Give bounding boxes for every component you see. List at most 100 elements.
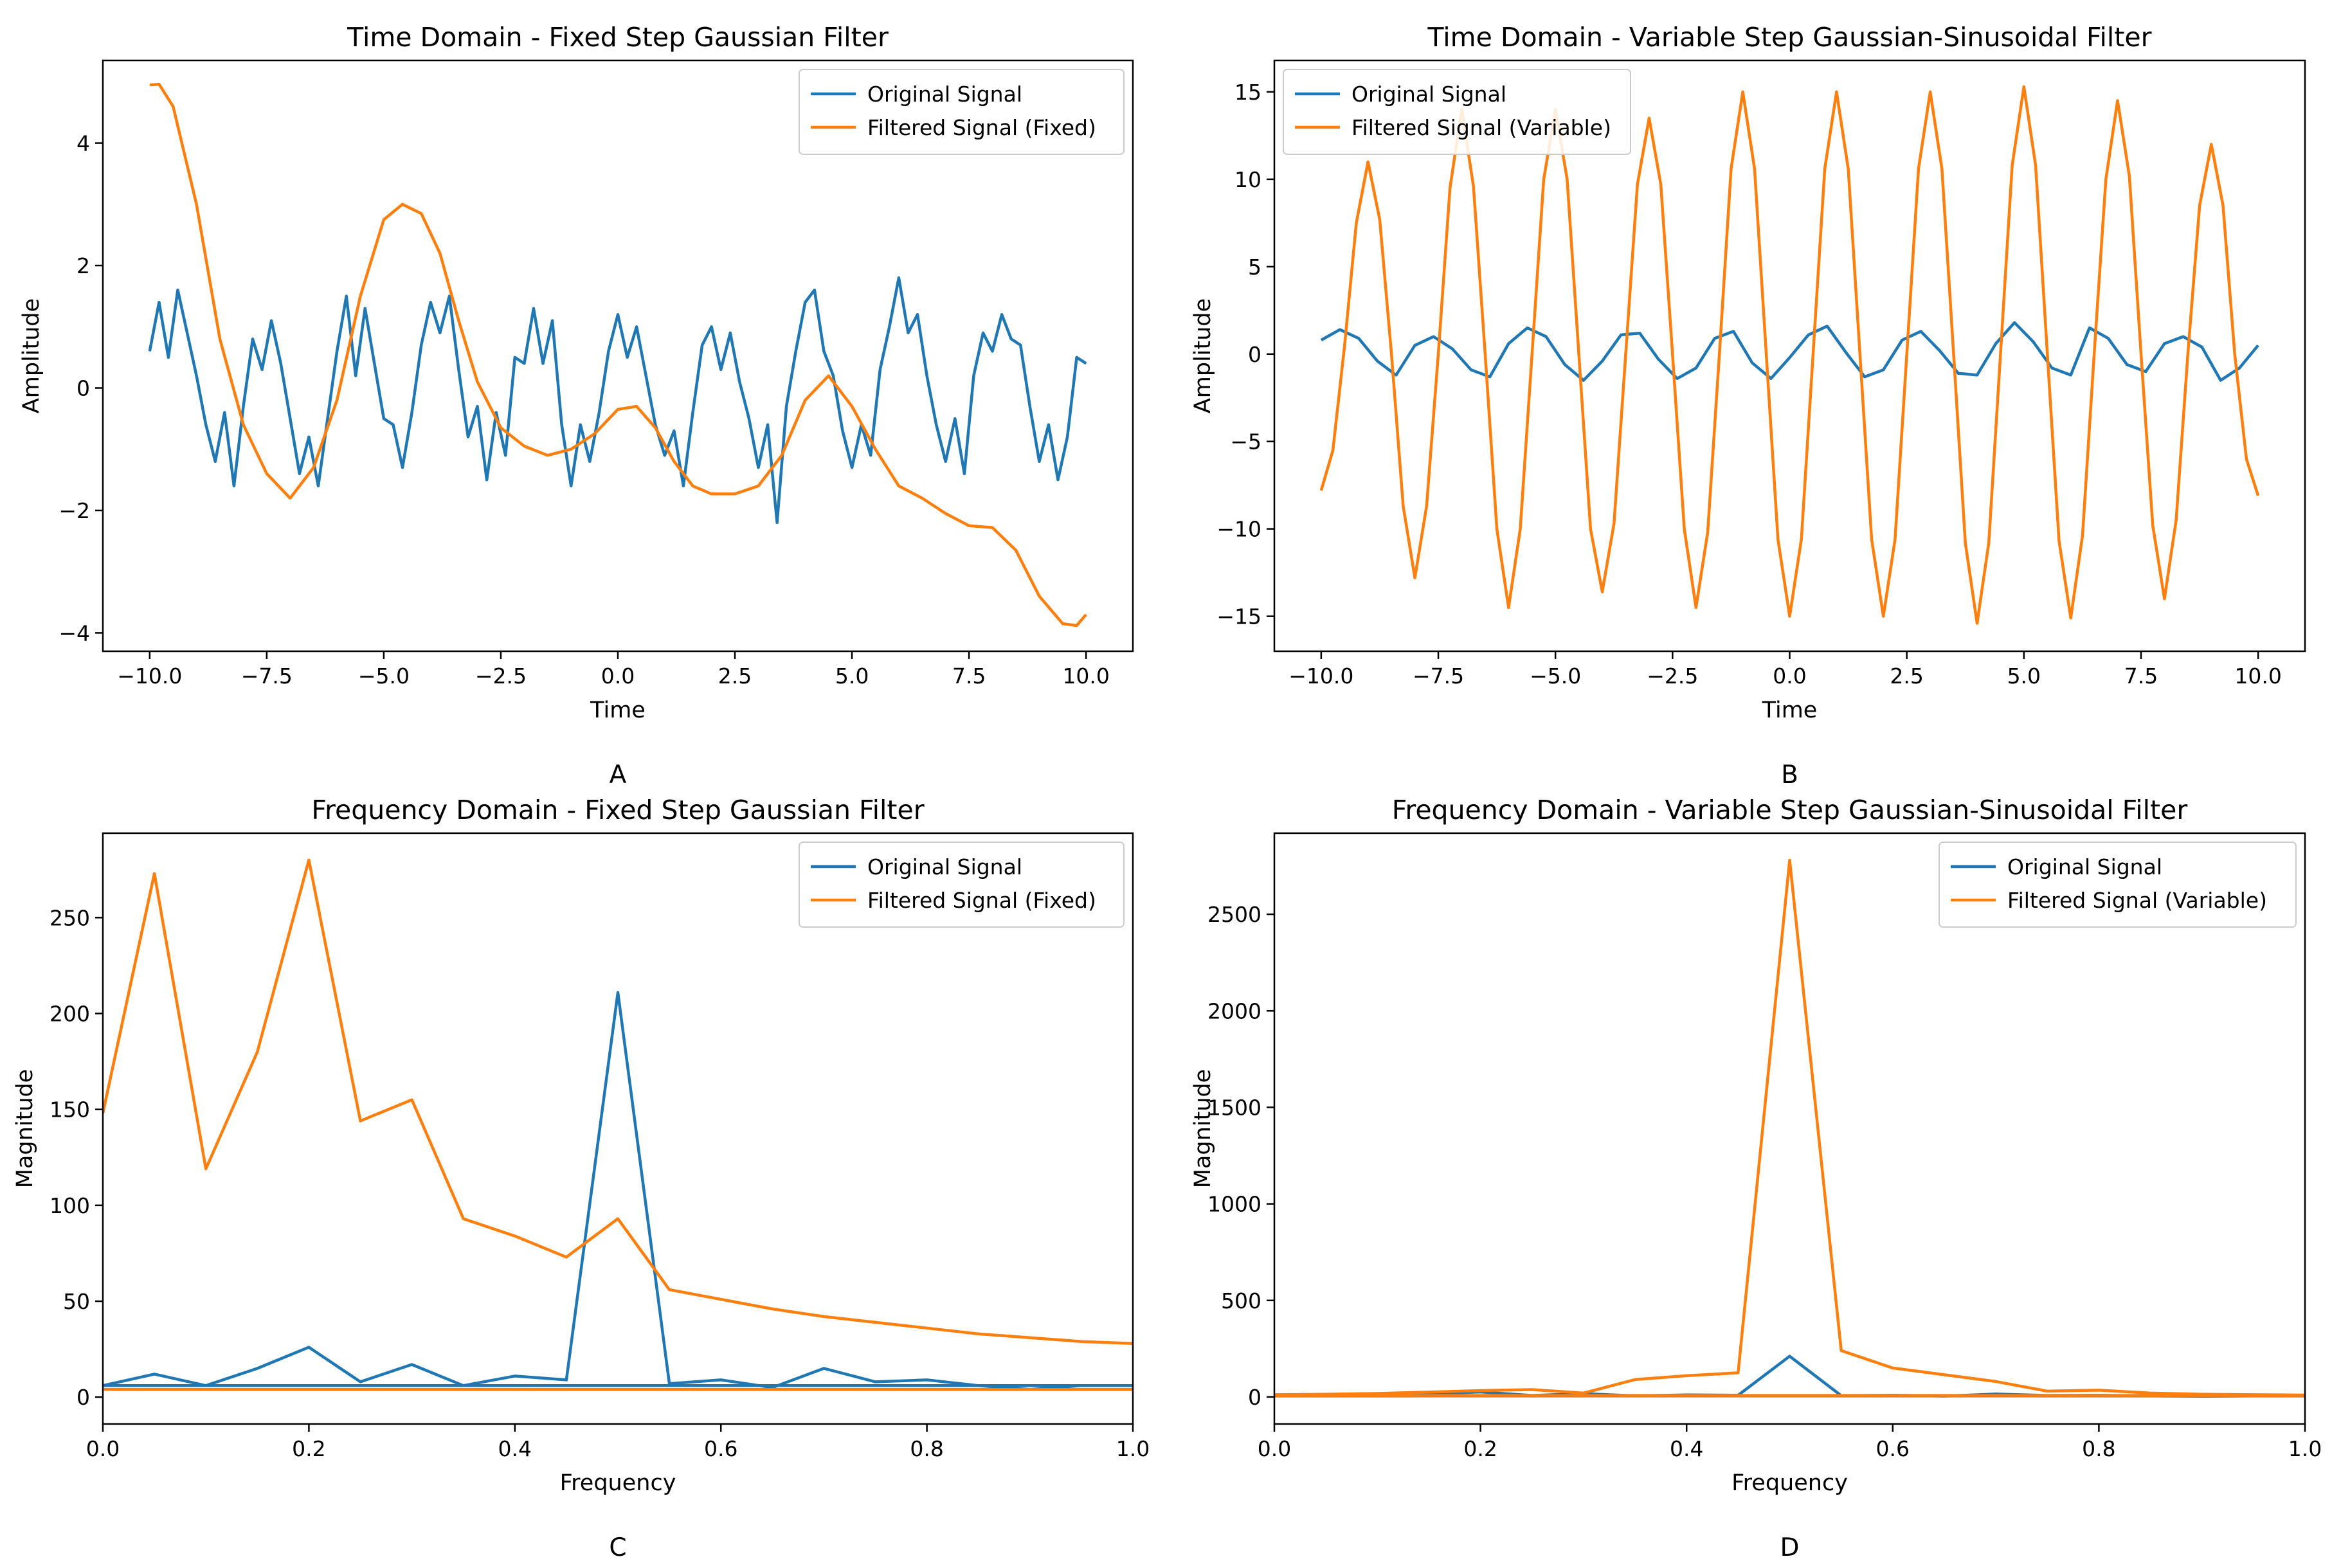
x-tick-label: −7.5 [1413,663,1464,689]
y-tick-label: 0 [77,1385,90,1410]
y-tick-label: −10 [1216,517,1261,542]
legend: Original Signal Filtered Signal (Fixed) [799,69,1125,155]
y-tick-label: 1000 [1207,1192,1261,1217]
legend-entry: Original Signal [2007,854,2162,879]
y-axis-label: Amplitude [19,298,44,413]
x-tick-label: −7.5 [241,663,293,689]
x-tick-label: 10.0 [1062,663,1109,689]
y-axis-label: Amplitude [1190,298,1216,413]
series-line-filtered [103,858,1133,1391]
y-tick-label: 10 [1234,167,1261,192]
panel-label: D [1780,1533,1799,1562]
y-axis-label: Magnitude [1190,1069,1216,1188]
x-tick-label: −2.5 [1647,663,1698,689]
chart-c: 0.0 0.2 0.4 0.6 0.8 1.0 0 50 100 150 200 250 Frequen… [12,795,1150,1562]
x-tick-label: 0.6 [704,1436,737,1461]
x-tick-label: 10.0 [2234,663,2281,689]
y-tick-label: 4 [77,131,90,156]
panel-label: B [1781,761,1798,789]
x-tick-label: 5.0 [2007,663,2041,689]
x-tick-label: 2.5 [718,663,752,689]
y-tick-label: 1500 [1207,1095,1261,1120]
x-tick-label: −5.0 [358,663,410,689]
series-line-original [1274,1355,2305,1398]
x-axis-label: Frequency [560,1470,676,1496]
legend-entry: Original Signal [867,82,1022,107]
legend-box [1939,842,2297,928]
y-tick-label: 150 [50,1097,90,1122]
series-line-filtered [149,82,1087,627]
series-line-filtered [1319,85,2260,625]
legend-box [1283,69,1631,155]
series-line-original [1320,321,2259,382]
axes-frame [1273,832,2306,1425]
y-tick-label: 0 [1248,342,1261,367]
x-tick-label: 0.4 [1670,1436,1703,1461]
x-tick-label: 7.5 [952,663,986,689]
x-axis-label: Frequency [1731,1470,1848,1496]
x-tick-label: 0.0 [86,1436,120,1461]
y-tick-label: 50 [63,1289,90,1314]
legend-entry: Original Signal [867,854,1022,879]
legend: Original Signal Filtered Signal (Fixed) [799,842,1125,928]
y-tick-label: 2500 [1207,902,1261,927]
chart-b: −10.0 −7.5 −5.0 −2.5 0.0 2.5 5.0 7.5 10.0 −15 −10 −… [1190,22,2306,789]
series-line-original [148,276,1087,525]
series-line-filtered [1274,858,2305,1397]
x-tick-label: 0.2 [292,1436,325,1461]
chart-title: Time Domain - Fixed Step Gaussian Filter [347,22,889,53]
x-tick-label: 7.5 [2124,663,2158,689]
x-tick-label: 0.6 [1876,1436,1910,1461]
y-axis-label: Magnitude [12,1069,38,1188]
y-tick-label: 100 [50,1193,90,1218]
chart-d: 0.0 0.2 0.4 0.6 0.8 1.0 0 500 1000 1500 2000 2500 Fr… [1190,795,2322,1562]
legend-box [799,69,1125,155]
legend: Original Signal Filtered Signal (Variable… [1939,842,2297,928]
x-tick-label: 1.0 [2288,1436,2322,1461]
x-tick-label: 0.0 [1258,1436,1291,1461]
panel-label: C [609,1533,626,1562]
x-tick-label: 5.0 [835,663,869,689]
panel-label: A [610,761,627,789]
x-tick-label: 2.5 [1890,663,1923,689]
chart-title: Frequency Domain - Fixed Step Gaussian F… [311,795,924,825]
legend-entry: Filtered Signal (Variable) [1351,115,1611,140]
y-tick-label: 2000 [1207,998,1261,1023]
chart-a: −10.0 −7.5 −5.0 −2.5 0.0 2.5 5.0 7.5 10.0 −4 −2 0 2 4… [19,22,1134,789]
y-tick-label: 2 [77,253,90,278]
x-tick-label: −5.0 [1530,663,1581,689]
legend: Original Signal Filtered Signal (Variable… [1283,69,1631,155]
chart-title: Time Domain - Variable Step Gaussian-Sin… [1427,22,2152,53]
y-tick-label: 5 [1248,255,1261,280]
legend-entry: Filtered Signal (Variable) [2007,888,2267,913]
chart-title: Frequency Domain - Variable Step Gaussia… [1392,795,2188,825]
y-tick-label: 0 [77,375,90,401]
y-tick-label: −4 [59,620,90,645]
x-tick-label: −10.0 [117,663,182,689]
x-tick-label: 0.4 [498,1436,532,1461]
x-tick-label: −2.5 [475,663,527,689]
y-tick-label: 250 [50,905,90,930]
legend-box [799,842,1125,928]
x-axis-label: Time [590,698,646,723]
series-line-original [103,991,1133,1391]
y-tick-label: 200 [50,1001,90,1026]
x-axis-label: Time [1762,698,1818,723]
axes-frame [102,832,1134,1425]
y-tick-label: −15 [1216,604,1261,629]
x-tick-label: 0.0 [1773,663,1806,689]
y-tick-label: 500 [1221,1288,1261,1313]
x-tick-label: 0.8 [2082,1436,2115,1461]
y-tick-label: 0 [1248,1385,1261,1410]
x-tick-label: −10.0 [1288,663,1353,689]
y-tick-label: 15 [1234,80,1261,105]
y-tick-label: −5 [1230,429,1261,455]
x-tick-label: 1.0 [1116,1436,1150,1461]
x-tick-label: 0.8 [910,1436,943,1461]
legend-entry: Filtered Signal (Fixed) [867,888,1096,913]
y-tick-label: −2 [59,498,90,523]
legend-entry: Original Signal [1351,82,1506,107]
x-tick-label: 0.2 [1463,1436,1497,1461]
legend-entry: Filtered Signal (Fixed) [867,115,1096,140]
